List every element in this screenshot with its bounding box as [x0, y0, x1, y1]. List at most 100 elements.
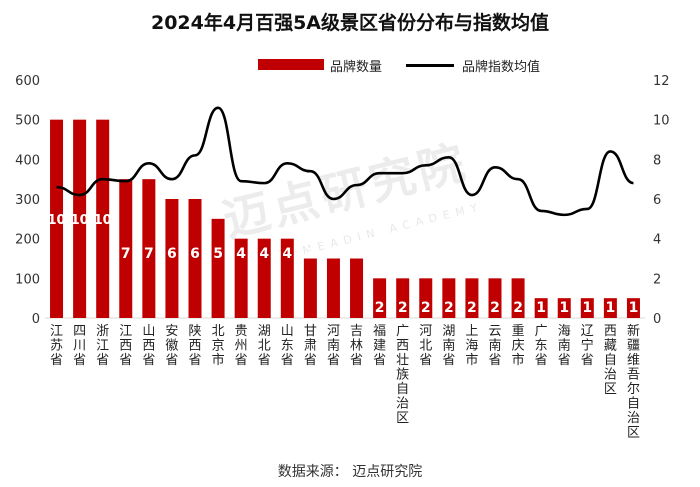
bar-data-label: 2 [375, 300, 385, 316]
x-category-label: 江苏省 [50, 324, 63, 368]
y-left-tick-label: 600 [15, 74, 40, 89]
bar-data-label: 2 [444, 300, 454, 316]
bar-data-label: 7 [144, 246, 154, 262]
y-left-tick-label: 300 [15, 193, 40, 208]
x-category-label: 吉林省 [350, 324, 363, 368]
x-category-label: 甘肃省 [304, 324, 317, 368]
bar [603, 298, 617, 318]
x-category-label: 陕西省 [188, 324, 201, 368]
bar-data-label: 2 [421, 300, 431, 316]
bar-data-label: 5 [213, 246, 223, 262]
chart-title: 2024年4月百强5A级景区省份分布与指数均值 [150, 12, 550, 34]
bar-data-label: 2 [490, 300, 500, 316]
x-category-label: 山西省 [142, 324, 155, 368]
x-category-label: 辽宁省 [581, 324, 594, 368]
bar [511, 278, 525, 318]
bar [142, 179, 156, 318]
x-category-label: 广东省 [535, 324, 548, 368]
bar [96, 119, 110, 319]
bar-data-label: 3 [352, 246, 362, 262]
legend-line-swatch [406, 64, 454, 67]
bar-data-label: 10 [71, 213, 89, 228]
bar-data-label: 2 [513, 300, 523, 316]
y-right-tick-label: 2 [653, 272, 661, 287]
bar [373, 278, 387, 318]
bar-data-label: 10 [94, 213, 112, 228]
bar [350, 258, 364, 318]
y-left-tick-label: 400 [15, 153, 40, 168]
x-category-label: 上海市 [465, 324, 478, 368]
bar [257, 238, 271, 318]
bar-data-label: 3 [329, 246, 339, 262]
x-category-label: 河南省 [327, 324, 340, 368]
source-note: 数据来源： 迈点研究院 [277, 464, 423, 480]
bar-data-label: 6 [167, 246, 177, 262]
x-category-label: 新疆维吾尔自治区 [627, 323, 640, 441]
bar-data-label: 2 [398, 300, 408, 316]
y-left-tick-label: 200 [15, 233, 40, 248]
bar [119, 179, 133, 318]
bar [465, 278, 479, 318]
bar [396, 278, 410, 318]
bar-data-label: 4 [236, 246, 246, 262]
x-category-label: 北京市 [212, 324, 225, 368]
x-category-label: 四川省 [73, 324, 86, 368]
legend-bar-swatch [258, 59, 324, 70]
y-right-tick-label: 6 [653, 193, 661, 208]
x-category-label: 西藏自治区 [604, 324, 617, 397]
line-series [56, 106, 634, 217]
y-left-tick-label: 500 [15, 114, 40, 129]
y-right-tick-label: 12 [653, 74, 670, 89]
bar-data-label: 2 [467, 300, 477, 316]
bar [73, 119, 87, 319]
bar-data-label: 7 [121, 246, 131, 262]
bar-data-label: 6 [190, 246, 200, 262]
x-category-label: 山东省 [281, 324, 294, 368]
bar-data-label: 4 [259, 246, 269, 262]
x-category-label: 云南省 [488, 324, 501, 368]
bar-data-label: 1 [629, 300, 639, 316]
legend-bar-label: 品牌数量 [330, 60, 383, 75]
x-category-label: 贵州省 [235, 324, 248, 368]
bar [234, 238, 248, 318]
bar-data-label: 1 [582, 300, 592, 316]
bar [534, 298, 548, 318]
x-category-label: 广西壮族自治区 [396, 324, 409, 426]
bar-data-label: 1 [606, 300, 616, 316]
y-right-tick-label: 10 [653, 114, 670, 129]
bar-data-label: 10 [47, 213, 65, 228]
bar [211, 218, 225, 318]
bar [442, 278, 456, 318]
x-category-label: 浙江省 [96, 324, 109, 368]
bar-data-label: 3 [306, 246, 316, 262]
y-right-tick-label: 0 [653, 312, 661, 327]
bar [188, 199, 202, 318]
bar [303, 258, 317, 318]
y-left-tick-label: 0 [32, 312, 40, 327]
bar [280, 238, 294, 318]
bar [419, 278, 433, 318]
bar [50, 119, 64, 319]
x-category-label: 福建省 [373, 324, 386, 368]
x-category-label: 湖南省 [442, 324, 455, 368]
bar-data-label: 1 [559, 300, 569, 316]
x-category-label: 河北省 [419, 324, 432, 368]
x-category-label: 重庆市 [512, 323, 525, 368]
x-category-label: 海南省 [558, 324, 571, 368]
y-right-tick-label: 4 [653, 233, 661, 248]
x-category-label: 江西省 [119, 324, 132, 368]
legend-line-label: 品牌指数均值 [462, 60, 541, 75]
y-left-tick-label: 100 [15, 272, 40, 287]
x-category-label: 湖北省 [258, 324, 271, 368]
bar [488, 278, 502, 318]
bar [626, 298, 640, 318]
bar [326, 258, 340, 318]
y-right-tick-label: 8 [653, 153, 661, 168]
bar [165, 199, 179, 318]
x-category-label: 安徽省 [165, 324, 178, 368]
bar [580, 298, 594, 318]
bar-data-label: 4 [282, 246, 292, 262]
bar-data-label: 1 [536, 300, 546, 316]
bar [557, 298, 571, 318]
